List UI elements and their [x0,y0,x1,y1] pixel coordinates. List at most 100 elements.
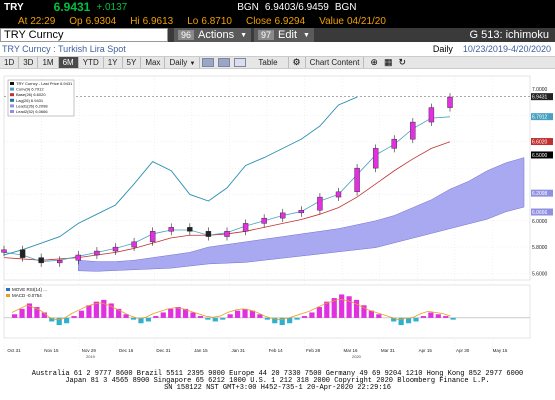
bar-chart-icon[interactable] [218,58,231,67]
chart-area[interactable]: TRY Curncy - Last Price 6.9431 Conv(9) 6.… [0,70,555,370]
macd-histogram-bar [443,316,449,318]
refresh-icon[interactable]: ↻ [398,57,407,67]
candle-body [335,191,342,198]
settings-icon[interactable]: ⚙ [292,57,301,67]
macd-histogram-bar [145,317,152,322]
macd-histogram-bar [227,314,233,318]
frequency-select[interactable]: Daily ▼ [165,57,201,68]
range-6m-button[interactable]: 6M [58,57,79,68]
candle-body [317,196,323,211]
year-label: 2020 [352,354,362,359]
macd-histogram-bar [71,316,77,318]
chart-content-button[interactable]: Chart Content [304,57,365,68]
price-tag-label: 6.9431 [532,95,548,101]
footer-line-3: SN 158122 NST GMT+3:00 H452-735-1 20-Apr… [164,384,391,392]
macd-histogram-bar [294,317,300,320]
period-label: Daily [432,44,453,54]
legend-entry: TRY Curncy - Last Price 6.9431 [16,81,73,86]
quote-line-2: At 22:29 Op 6.9304 Hi 6.9613 Lo 6.8710 C… [0,14,555,28]
macd-histogram-bar [64,317,70,324]
range-1m-button[interactable]: 1M [38,57,59,68]
legend-entry: Lag(26) 6.9431 [16,98,44,103]
open-value: 6.9304 [85,15,117,27]
macd-histogram-bar [398,317,404,326]
value-label: Value [319,15,344,27]
legend-swatch [10,93,14,97]
macd-histogram-bar [324,301,330,318]
macd-histogram-bar [26,303,33,318]
macd-histogram-bar [101,299,107,318]
year-label: 2019 [86,354,96,359]
macd-histogram-bar [331,298,337,318]
macd-histogram-bar [34,307,40,318]
macd-legend-swatch [6,294,10,297]
close-value: 6.9294 [274,15,306,27]
low-value: 6.8710 [201,15,232,27]
x-axis-label: Jan 15 [194,348,208,353]
macd-histogram-bar [93,301,99,318]
macd-histogram-bar [316,307,322,318]
ticker-symbol: TRY [4,1,24,13]
price-axis-label: 5.8000 [532,245,548,251]
quote-time: At 22:29 [18,15,56,27]
macd-histogram-bar [130,317,137,320]
x-axis-label: Feb 28 [306,348,321,353]
range-5y-button[interactable]: 5Y [123,57,142,68]
range-1y-button[interactable]: 1Y [104,57,123,68]
x-axis-label: Feb 14 [269,348,284,353]
grid-icon[interactable]: ▦ [383,57,393,67]
edit-menu-button[interactable]: 97 Edit ▼ [254,28,314,42]
range-1d-button[interactable]: 1D [0,57,20,68]
x-axis-label: Mar 31 [381,348,396,353]
macd-histogram-bar [78,310,85,318]
candle-body [205,231,212,237]
line-chart-icon[interactable] [202,58,215,67]
footer-line-2: Japan 81 3 4565 8900 Singapore 65 6212 1… [65,377,490,385]
x-axis-label: May 15 [493,348,508,353]
footer: Australia 61 2 9777 8600 Brazil 5511 239… [0,371,555,400]
range-ytd-button[interactable]: YTD [79,57,104,68]
candle-body [168,227,174,232]
candle-body [112,246,119,252]
chevron-down-icon: ▼ [189,61,196,67]
legend-entry: Lead2(52) 6.0666 [16,109,48,114]
table-view-icon[interactable] [234,58,247,67]
security-header: TRY Curncy : Turkish Lira Spot Daily 10/… [0,43,555,55]
open-label: Op [69,15,83,27]
candle-body [410,121,416,140]
macd-histogram-bar [49,317,55,322]
macd-signal-line [11,298,451,321]
quote-line: TRY 6.9431 +.0137 BGN 6.9403/6.9459 BGN [0,0,555,14]
macd-histogram-bar [12,314,18,318]
bid-ask-source: BGN [237,1,259,13]
zoom-icon[interactable]: ⊕ [370,57,378,67]
security-input[interactable]: TRY Curncy [0,28,168,42]
bid-ask-feed: BGN [334,1,357,13]
actions-menu-button[interactable]: 96 Actions ▼ [174,28,252,42]
macd-histogram-bar [376,314,382,318]
macd-histogram-bar [235,310,241,318]
candle-body [224,231,230,237]
legend-swatch [10,110,14,113]
macd-histogram-bar [56,317,62,326]
macd-histogram-bar [413,317,419,322]
actions-label: Actions [198,29,235,41]
range-max-button[interactable]: Max [141,57,166,68]
candle-body [447,96,453,108]
table-button[interactable]: Table [248,57,289,68]
price-tag-label: 6.2098 [532,191,548,197]
x-axis-label: Jan 31 [232,348,246,353]
price-tag-label: 6.7912 [532,115,548,121]
range-3d-button[interactable]: 3D [19,57,39,68]
x-axis-label: Dec 31 [156,348,171,353]
action-bar: TRY Curncy 96 Actions ▼ 97 Edit ▼ G 513:… [0,28,555,42]
candle-body [428,107,435,123]
macd-histogram-bar [309,312,315,318]
macd-histogram-bar [391,317,397,322]
macd-histogram-bar [175,307,181,318]
macd-histogram-bar [160,312,166,318]
chart-content-label: Chart Content [309,58,360,67]
dropdown-arrow-icon: ▼ [240,31,248,39]
candle-body [280,212,286,219]
